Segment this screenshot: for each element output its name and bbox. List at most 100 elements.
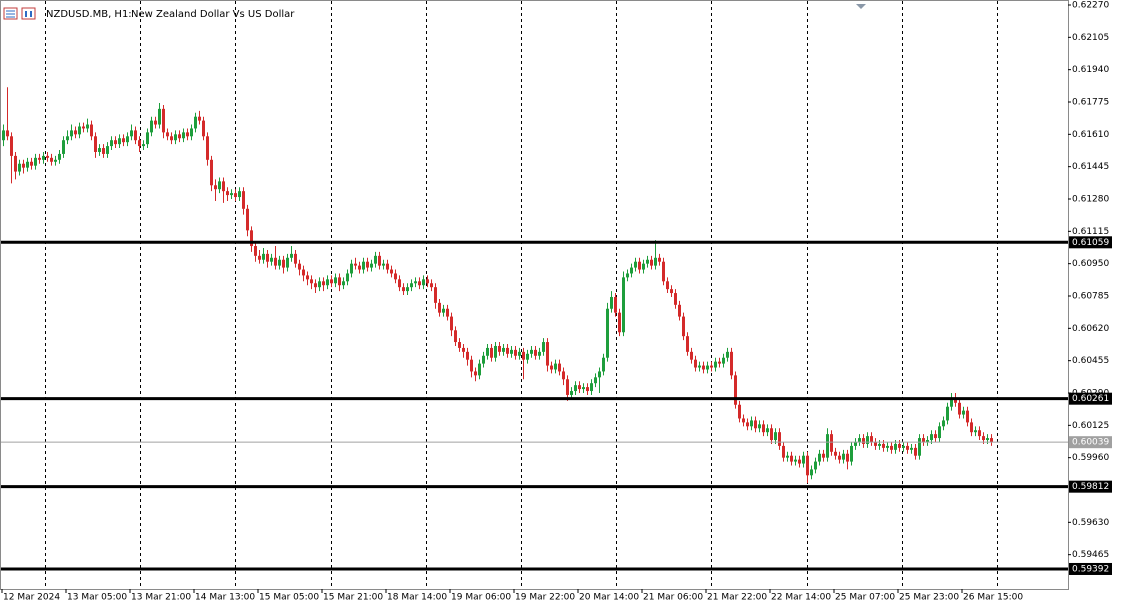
candle-body (602, 357, 605, 372)
candle-body (918, 438, 921, 456)
candle-body (646, 259, 649, 264)
candle-body (942, 420, 945, 427)
candle-body (462, 347, 465, 352)
candle-body (518, 351, 521, 356)
candle-body (198, 116, 201, 121)
candle-body (990, 438, 993, 443)
y-tick-label: 0.61775 (1072, 98, 1109, 108)
candle-body (950, 398, 953, 407)
candle-body (314, 283, 317, 288)
x-tick-label: 20 Mar 14:00 (579, 593, 639, 603)
candle-body (750, 420, 753, 427)
candle-body (842, 453, 845, 460)
y-tick-label: 0.59630 (1072, 518, 1109, 528)
x-tick-label: 26 Mar 15:00 (963, 593, 1023, 603)
candle-body (674, 293, 677, 305)
candle-body (694, 359, 697, 368)
candle-body (354, 263, 357, 266)
candle-body (642, 263, 645, 270)
candle-body (610, 296, 613, 309)
candle-body (522, 351, 525, 360)
candle-body (670, 289, 673, 294)
candle-body (486, 347, 489, 356)
level-label: 0.60261 (1072, 394, 1109, 404)
level-label: 0.61059 (1072, 238, 1109, 248)
candle-body (146, 132, 149, 145)
candle-body (534, 349, 537, 356)
candle-body (90, 124, 93, 137)
candle-body (662, 261, 665, 282)
candle-body (206, 136, 209, 160)
candle-body (154, 120, 157, 125)
candle-body (54, 159, 57, 162)
candle-body (134, 130, 137, 141)
candle-body (870, 436, 873, 442)
candle-body (214, 185, 217, 190)
candle-body (2, 130, 5, 141)
y-tick-label: 0.60950 (1072, 259, 1109, 269)
y-tick-label: 0.62105 (1072, 33, 1109, 43)
candle-body (358, 265, 361, 270)
candle-body (102, 148, 105, 154)
candle-body (666, 281, 669, 290)
candle-body (558, 363, 561, 372)
candle-body (326, 279, 329, 286)
candle-body (542, 342, 545, 352)
candle-body (410, 283, 413, 288)
candle-body (934, 434, 937, 439)
candle-body (822, 453, 825, 458)
y-tick-label: 0.60620 (1072, 324, 1109, 334)
candle-body (566, 379, 569, 395)
x-tick-label: 18 Mar 14:00 (387, 593, 447, 603)
candle-body (826, 434, 829, 458)
y-tick-label: 0.60125 (1072, 421, 1109, 431)
candle-body (886, 445, 889, 448)
level-label-box (1069, 236, 1112, 249)
candle-body (910, 447, 913, 450)
candle-body (978, 430, 981, 437)
candle-body (10, 136, 13, 156)
candle-body (626, 273, 629, 278)
candle-body (194, 116, 197, 129)
candle-body (838, 455, 841, 460)
candle-body (830, 434, 833, 452)
candle-body (526, 353, 529, 360)
candle-body (330, 279, 333, 284)
x-tick-label: 21 Mar 22:00 (707, 593, 767, 603)
candle-body (766, 428, 769, 433)
candle-body (774, 432, 777, 441)
y-tick-label: 0.61115 (1072, 227, 1109, 237)
candle-body (586, 387, 589, 392)
candle-body (850, 445, 853, 462)
candle-body (654, 257, 657, 266)
y-tick-label: 0.59465 (1072, 550, 1109, 560)
candle-body (274, 257, 277, 266)
candle-body (322, 281, 325, 286)
y-tick-label: 0.60785 (1072, 292, 1109, 302)
candle-body (242, 191, 245, 209)
candle-body (458, 342, 461, 348)
candle-body (730, 351, 733, 376)
candle-body (718, 361, 721, 364)
candle-body (762, 424, 765, 433)
candle-body (530, 349, 533, 354)
candle-body (222, 181, 225, 192)
candle-body (894, 443, 897, 450)
candle-body (130, 130, 133, 137)
candle-body (926, 440, 929, 442)
chart-title: New Zealand Dollar Vs US Dollar (131, 9, 295, 20)
candle-body (306, 275, 309, 280)
candle-body (614, 296, 617, 313)
candle-body (954, 398, 957, 403)
candle-body (546, 342, 549, 366)
candle-body (250, 230, 253, 247)
candle-body (438, 302, 441, 313)
candle-body (174, 134, 177, 141)
candle-body (846, 453, 849, 462)
candle-body (14, 155, 17, 172)
candle-body (234, 193, 237, 198)
x-tick-label: 19 Mar 22:00 (515, 593, 575, 603)
symbol: NZDUSD.MB, H1: (46, 9, 132, 20)
